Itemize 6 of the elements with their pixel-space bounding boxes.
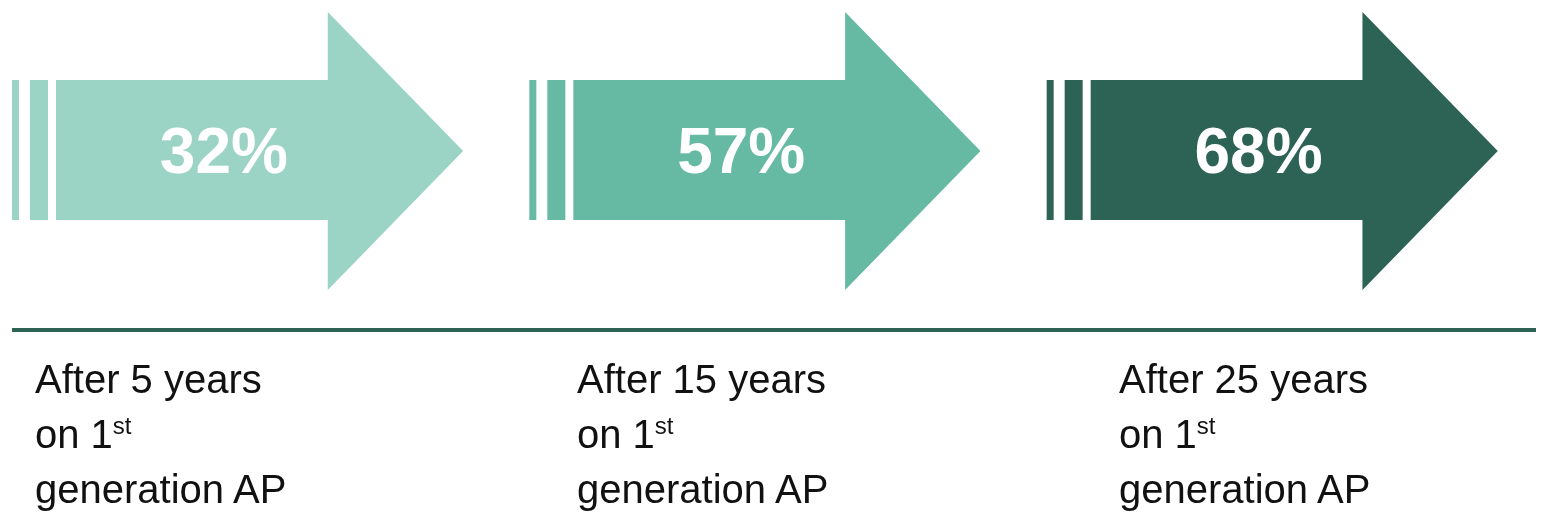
category-label: After 25 years on 1$^{st}$ generation AP	[1119, 356, 1372, 513]
data-label: 57%	[677, 115, 806, 187]
category-label: After 15 years on 1$^{st}$ generation AP	[577, 356, 830, 513]
data-label: 32%	[159, 115, 288, 187]
data-label: 68%	[1194, 115, 1323, 187]
category-label: After 5 years on 1$^{st}$ generation AP	[35, 356, 288, 513]
